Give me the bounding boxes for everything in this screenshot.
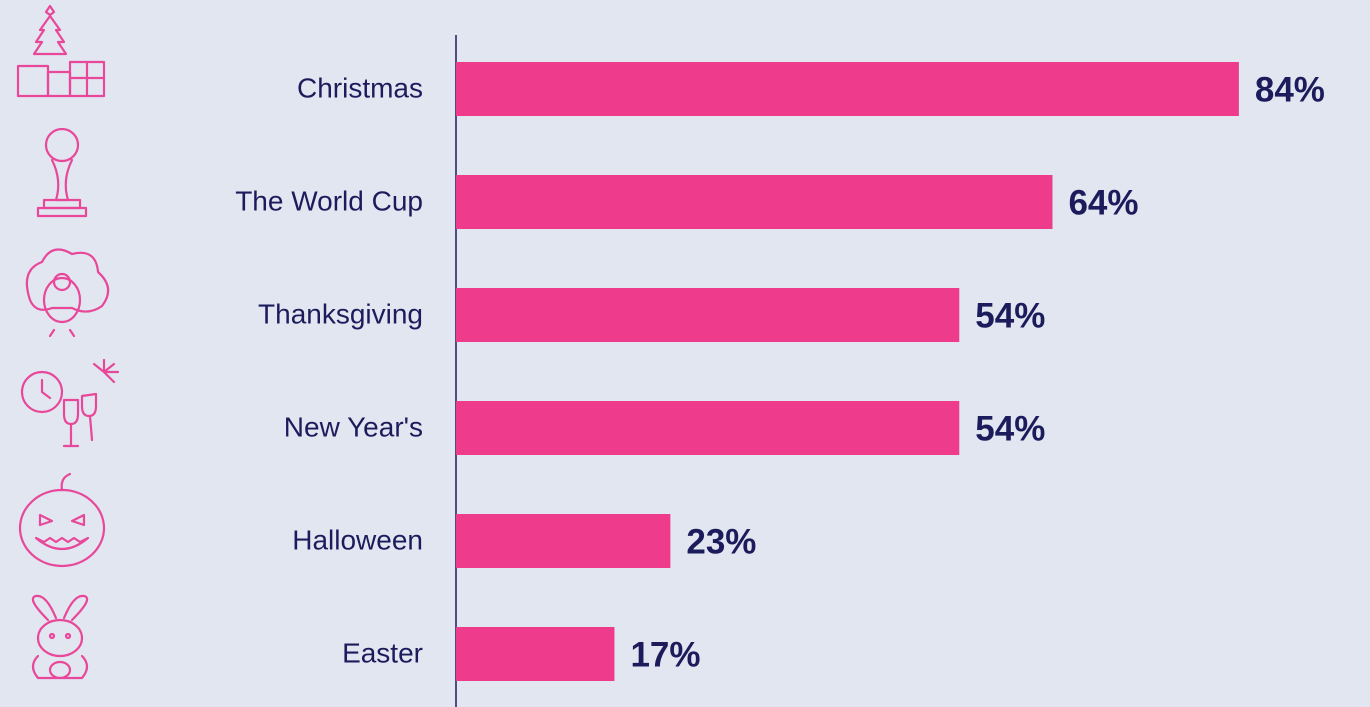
category-label: Christmas bbox=[297, 72, 423, 103]
icon-halloween bbox=[18, 472, 106, 568]
value-label: 54% bbox=[975, 409, 1045, 448]
bar bbox=[456, 627, 615, 681]
category-label: Easter bbox=[342, 637, 423, 668]
category-label: Thanksgiving bbox=[258, 298, 423, 329]
category-label: Halloween bbox=[292, 524, 423, 555]
icon-new-years bbox=[20, 358, 120, 448]
icon-world-cup bbox=[36, 127, 88, 218]
bar bbox=[456, 288, 960, 342]
icon-easter bbox=[31, 594, 89, 680]
value-label: 17% bbox=[630, 635, 700, 674]
bar bbox=[456, 62, 1239, 116]
category-label: The World Cup bbox=[235, 185, 423, 216]
icon-thanksgiving bbox=[25, 248, 110, 338]
value-label: 23% bbox=[686, 522, 756, 561]
value-label: 54% bbox=[975, 296, 1045, 335]
value-label: 84% bbox=[1255, 70, 1325, 109]
icon-christmas bbox=[16, 4, 106, 98]
bar bbox=[456, 401, 960, 455]
bar bbox=[456, 175, 1053, 229]
value-label: 64% bbox=[1068, 183, 1138, 222]
bar bbox=[456, 514, 671, 568]
category-label: New Year's bbox=[284, 411, 423, 442]
